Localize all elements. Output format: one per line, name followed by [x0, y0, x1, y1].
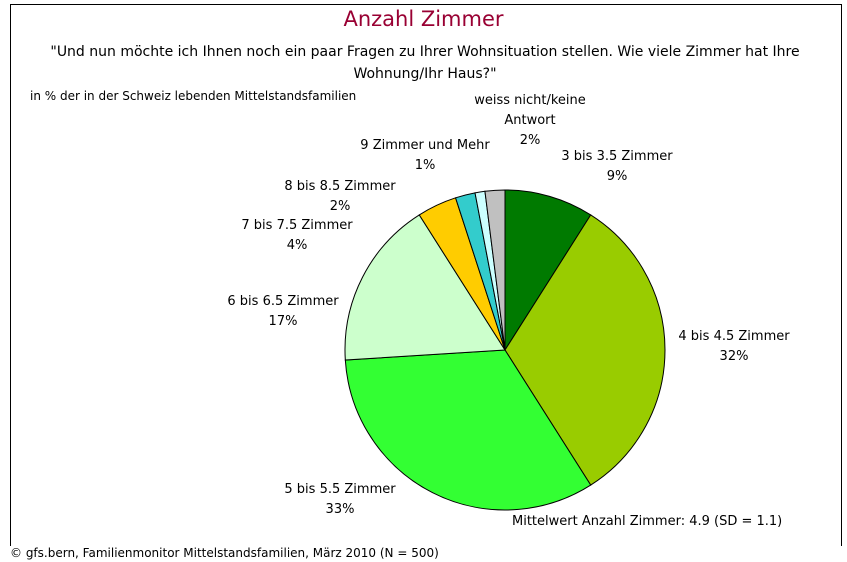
slice-name: 8 bis 8.5 Zimmer: [284, 179, 396, 194]
slice-name: weiss nicht/keine Antwort: [474, 93, 586, 128]
slice-name: 7 bis 7.5 Zimmer: [241, 218, 353, 233]
slice-value: 9%: [606, 169, 628, 184]
pie-slice: [504, 189, 592, 352]
chart-subtitle: "Und nun möchte ich Ihnen noch ein paar …: [50, 44, 800, 82]
slice-label: 8 bis 8.5 Zimmer 2%: [250, 177, 430, 217]
slice-name: 5 bis 5.5 Zimmer: [284, 482, 396, 497]
pie-slice: [344, 214, 506, 361]
slice-label: 7 bis 7.5 Zimmer 4%: [207, 216, 387, 256]
slice-value: 4%: [286, 238, 308, 253]
pie-slice: [344, 349, 592, 511]
slice-name: 3 bis 3.5 Zimmer: [561, 149, 673, 164]
slice-value: 32%: [719, 349, 749, 364]
annotation: Mittelwert Anzahl Zimmer: 4.9 (SD = 1.1): [512, 514, 783, 529]
slice-label: weiss nicht/keine Antwort 2%: [465, 91, 595, 151]
slice-name: 4 bis 4.5 Zimmer: [678, 329, 790, 344]
slice-value: 2%: [519, 133, 541, 148]
slice-name: 9 Zimmer und Mehr: [360, 138, 490, 153]
slice-value: 17%: [268, 314, 298, 329]
unit-note: in % der in der Schweiz lebenden Mittels…: [30, 89, 357, 103]
slice-label: 3 bis 3.5 Zimmer 9%: [527, 147, 707, 187]
slice-label: 6 bis 6.5 Zimmer 17%: [193, 292, 373, 332]
slice-value: 1%: [414, 158, 436, 173]
pie-slice: [484, 189, 506, 351]
source: © gfs.bern, Familienmonitor Mittelstands…: [10, 546, 439, 560]
pie-slice: [504, 214, 666, 486]
slice-value: 33%: [325, 502, 355, 517]
slice-label: 9 Zimmer und Mehr 1%: [335, 136, 515, 176]
frame: [10, 4, 842, 546]
slice-label: 5 bis 5.5 Zimmer 33%: [250, 480, 430, 520]
slice-value: 2%: [329, 199, 351, 214]
slice-name: 6 bis 6.5 Zimmer: [227, 294, 339, 309]
slice-label: 4 bis 4.5 Zimmer 32%: [644, 327, 824, 367]
chart-title: Anzahl Zimmer: [343, 7, 504, 31]
